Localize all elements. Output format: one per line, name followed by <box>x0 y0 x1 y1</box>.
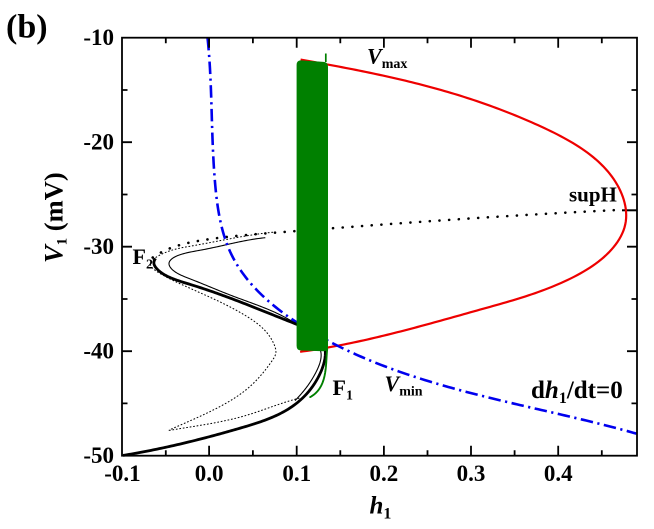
svg-text:(b): (b) <box>6 9 48 46</box>
svg-text:supH: supH <box>569 183 617 207</box>
svg-text:V1 (mV): V1 (mV) <box>39 172 71 263</box>
svg-text:0.0: 0.0 <box>195 461 224 486</box>
svg-text:0.2: 0.2 <box>370 461 399 486</box>
svg-text:-10: -10 <box>83 25 114 50</box>
svg-text:Vmin: Vmin <box>385 371 423 400</box>
svg-text:-20: -20 <box>83 130 114 155</box>
svg-text:h1: h1 <box>370 493 392 523</box>
svg-text:-40: -40 <box>83 339 114 364</box>
svg-text:-50: -50 <box>83 443 114 468</box>
svg-text:0.3: 0.3 <box>457 461 486 486</box>
svg-text:Vmax: Vmax <box>367 44 407 73</box>
svg-text:-30: -30 <box>83 234 114 259</box>
svg-text:dh1/dt=0: dh1/dt=0 <box>531 377 623 407</box>
svg-text:0.1: 0.1 <box>282 461 311 486</box>
svg-text:0.4: 0.4 <box>544 461 573 486</box>
svg-text:-0.1: -0.1 <box>104 461 140 486</box>
